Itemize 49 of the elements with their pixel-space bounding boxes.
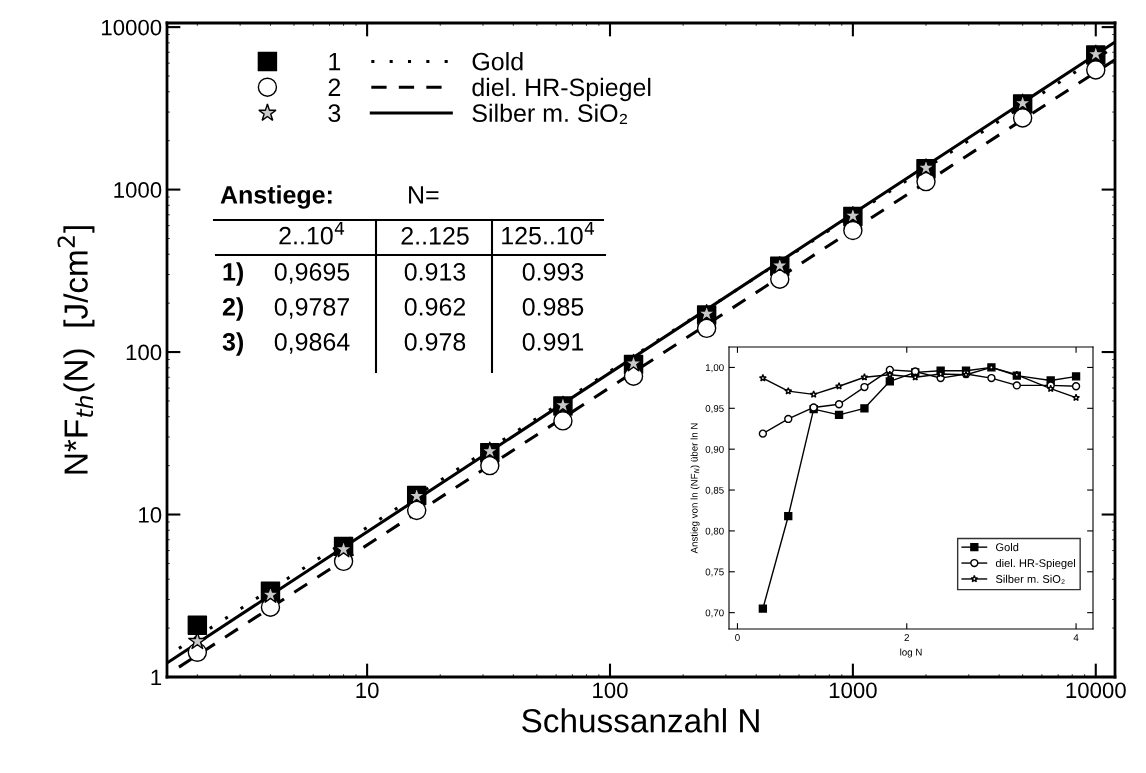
legend-label: Silber m. SiO₂	[472, 103, 628, 124]
annotation: 2..10$^{4}$	[279, 221, 345, 245]
y-tick-label: 1	[151, 669, 162, 686]
annotation: 3)	[222, 332, 243, 356]
y-tick-label: 0,80	[705, 527, 724, 536]
x-tick-label: 10000	[1066, 682, 1126, 699]
legend-label: 1	[329, 52, 341, 71]
legend-label: diel. HR-Spiegel	[472, 77, 651, 102]
y-tick-label: 0,75	[705, 568, 724, 577]
annotation: 2..125	[401, 227, 469, 245]
annotation: 1)	[223, 262, 243, 286]
y-tick-label: 0,95	[705, 405, 724, 414]
y-tick-label: 0,70	[705, 609, 724, 618]
x-axis-title: Schussanzahl N	[522, 708, 759, 733]
annotation: 0.978	[404, 333, 466, 351]
y-tick-label: 0,90	[705, 445, 724, 454]
y-axis-title: N*F$_{th}$(N) [J/cm$^{2}$]	[57, 226, 95, 474]
annotation: 0,9787	[274, 298, 349, 319]
annotation: 0.993	[522, 263, 584, 281]
y-tick-label: 1,00	[705, 364, 724, 373]
x-tick-label: 100	[593, 682, 628, 699]
annotation: 0.962	[404, 298, 466, 316]
annotation: 0,9864	[274, 333, 350, 354]
y-tick-label: 10000	[102, 19, 162, 36]
legend-label: Silber m. SiO₂	[995, 574, 1065, 584]
x-tick-label: 2	[904, 634, 909, 641]
y-tick-label: 100	[126, 344, 162, 361]
annotation: 125..10$^{4}$	[502, 221, 595, 245]
annotation: 0.913	[404, 263, 466, 281]
legend-label: 3	[328, 104, 341, 123]
x-tick-label: 1000	[829, 682, 877, 699]
y-tick-label: 10	[139, 507, 162, 523]
x-tick-label: 4	[1073, 634, 1079, 641]
legend-label: 2	[328, 78, 341, 96]
y-tick-label: 1000	[114, 182, 162, 198]
legend-label: Gold	[996, 542, 1019, 552]
x-tick-label: 0	[735, 634, 740, 641]
x-axis-title: log N	[900, 648, 922, 658]
annotation: 0.985	[522, 298, 584, 316]
annotation: 2)	[222, 297, 243, 321]
annotation: 0,9695	[274, 263, 350, 284]
annotation: N=	[409, 186, 439, 204]
y-tick-label: 0,85	[705, 486, 724, 495]
legend-label: diel. HR-Spiegel	[995, 558, 1075, 570]
y-axis-title: Anstieg von ln (NF$_{N}$) über ln N	[690, 423, 700, 554]
x-tick-label: 10	[356, 682, 379, 699]
legend-label: Gold	[472, 52, 523, 71]
annotation: 0.991	[522, 333, 584, 351]
annotation: Anstiege:	[220, 185, 332, 209]
